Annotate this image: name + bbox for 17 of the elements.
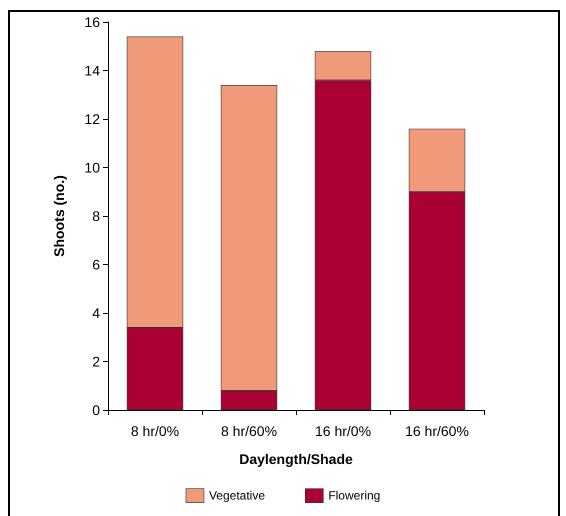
x-tick-label: 8 hr/0% (130, 423, 180, 439)
y-tick-label: 6 (92, 256, 100, 272)
x-tick-label: 8 hr/60% (220, 423, 278, 439)
y-tick-label: 2 (92, 354, 100, 370)
y-tick-label: 14 (84, 62, 100, 78)
legend-label: Flowering (328, 488, 380, 503)
y-tick-label: 4 (92, 305, 100, 321)
y-tick-label: 16 (84, 14, 100, 30)
legend-label: Vegetative (208, 488, 266, 503)
x-tick-label: 16 hr/0% (314, 423, 372, 439)
y-tick-label: 10 (84, 160, 100, 176)
x-axis-title: Daylength/Shade (239, 451, 353, 467)
x-tick-label: 16 hr/60% (405, 423, 469, 439)
y-axis-title: Shoots (no.) (51, 175, 67, 257)
y-tick-label: 8 (92, 208, 100, 224)
y-tick-label: 12 (84, 111, 100, 127)
y-tick-label: 0 (92, 402, 100, 418)
